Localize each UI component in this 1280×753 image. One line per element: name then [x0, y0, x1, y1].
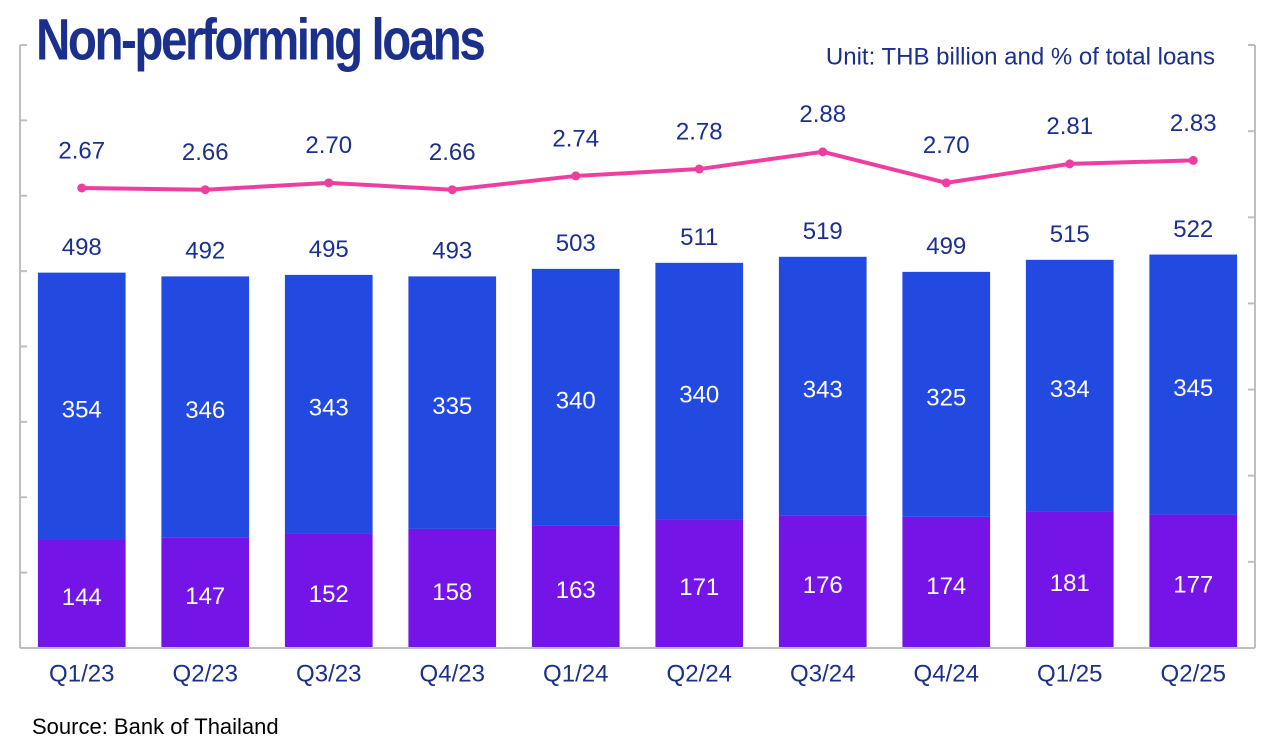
bar-segment — [408, 276, 497, 529]
line-label: 2.83 — [1170, 110, 1217, 137]
line-label: 2.74 — [552, 125, 599, 152]
bar-segment — [1149, 254, 1238, 515]
total-label: 503 — [556, 230, 596, 257]
bar-segment — [655, 519, 744, 648]
segment-label: 177 — [1173, 572, 1213, 599]
line-label: 2.67 — [58, 137, 105, 164]
bar-segment — [161, 537, 250, 648]
segment-label: 334 — [1050, 376, 1090, 403]
bar-segment — [284, 533, 373, 648]
segment-label: 181 — [1050, 570, 1090, 597]
bar-segment — [531, 525, 620, 648]
segment-label: 335 — [432, 393, 472, 420]
segment-label: 325 — [926, 385, 966, 412]
line-point — [694, 164, 704, 174]
total-label: 495 — [309, 236, 349, 263]
segment-label: 345 — [1173, 375, 1213, 402]
segment-label: 174 — [926, 573, 966, 600]
line-label: 2.66 — [429, 139, 476, 166]
line-point — [1188, 155, 1198, 165]
segment-label: 176 — [803, 572, 843, 599]
segment-label: 346 — [185, 397, 225, 424]
bar-segment — [408, 528, 497, 648]
x-tick-label: Q4/23 — [420, 660, 485, 687]
segment-label: 343 — [803, 376, 843, 403]
line-point — [1065, 159, 1075, 169]
total-label: 493 — [432, 238, 472, 265]
segment-label: 144 — [62, 584, 102, 611]
line-label: 2.70 — [305, 132, 352, 159]
x-tick-label: Q3/24 — [790, 660, 855, 687]
chart-title: Non-performing loans — [36, 8, 484, 73]
segment-label: 147 — [185, 583, 225, 610]
bar-segment — [655, 262, 744, 520]
bar-segment — [37, 272, 126, 540]
bar-segment — [902, 516, 991, 648]
line-label: 2.78 — [676, 118, 723, 145]
x-tick-label: Q2/25 — [1161, 660, 1226, 687]
line-label: 2.70 — [923, 132, 970, 159]
line-point — [818, 147, 828, 157]
line-point — [77, 183, 87, 193]
line-point — [324, 178, 334, 188]
source: Source: Bank of Thailand — [32, 714, 279, 739]
total-label: 499 — [926, 233, 966, 260]
line-point — [200, 185, 210, 195]
bar-segment — [284, 274, 373, 534]
bar-segment — [531, 268, 620, 526]
segment-label: 340 — [679, 381, 719, 408]
bar-segment — [902, 271, 991, 517]
line-point — [941, 178, 951, 188]
bar-segment — [37, 539, 126, 648]
segment-label: 343 — [309, 395, 349, 422]
x-tick-label: Q1/23 — [49, 660, 114, 687]
bar-segment — [1025, 511, 1114, 648]
x-tick-label: Q1/24 — [543, 660, 608, 687]
total-label: 519 — [803, 218, 843, 245]
total-label: 492 — [185, 238, 225, 265]
segment-label: 152 — [309, 581, 349, 608]
bar-segment — [778, 256, 867, 516]
segment-label: 163 — [556, 577, 596, 604]
bar-segment — [161, 276, 250, 538]
total-label: 498 — [62, 234, 102, 261]
total-label: 515 — [1050, 221, 1090, 248]
line-point — [447, 185, 457, 195]
line-point — [571, 171, 581, 181]
line-label: 2.88 — [799, 101, 846, 128]
line — [81, 149, 1194, 192]
bar-segment — [1149, 514, 1238, 648]
segment-label: 158 — [432, 579, 472, 606]
x-tick-label: Q2/24 — [667, 660, 732, 687]
x-tick-label: Q4/24 — [914, 660, 979, 687]
bar-segment — [778, 515, 867, 648]
segment-label: 354 — [62, 396, 102, 423]
segment-label: 171 — [679, 574, 719, 601]
x-tick-label: Q2/23 — [173, 660, 238, 687]
total-label: 511 — [680, 224, 718, 251]
line-label: 2.66 — [182, 139, 229, 166]
total-label: 522 — [1173, 216, 1213, 243]
x-tick-label: Q1/25 — [1037, 660, 1102, 687]
bar-segment — [1025, 259, 1114, 512]
line-label: 2.81 — [1046, 113, 1093, 140]
segment-label: 340 — [556, 387, 596, 414]
unit-note: Unit: THB billion and % of total loans — [826, 43, 1215, 70]
x-tick-label: Q3/23 — [296, 660, 361, 687]
